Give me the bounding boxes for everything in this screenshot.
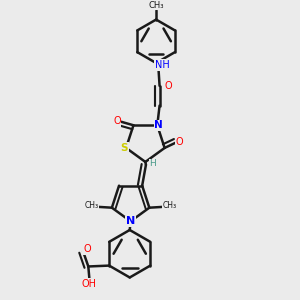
Text: CH₃: CH₃ <box>163 202 177 211</box>
Text: O: O <box>176 136 184 147</box>
Text: OH: OH <box>82 279 97 289</box>
Text: S: S <box>121 143 128 153</box>
Text: CH₃: CH₃ <box>85 202 99 211</box>
Text: O: O <box>83 244 91 254</box>
Text: O: O <box>113 116 121 126</box>
Text: CH₃: CH₃ <box>148 1 164 10</box>
Text: NH: NH <box>154 60 169 70</box>
Text: N: N <box>126 216 135 226</box>
Text: H: H <box>149 159 156 168</box>
Text: O: O <box>164 81 172 91</box>
Text: N: N <box>154 120 163 130</box>
